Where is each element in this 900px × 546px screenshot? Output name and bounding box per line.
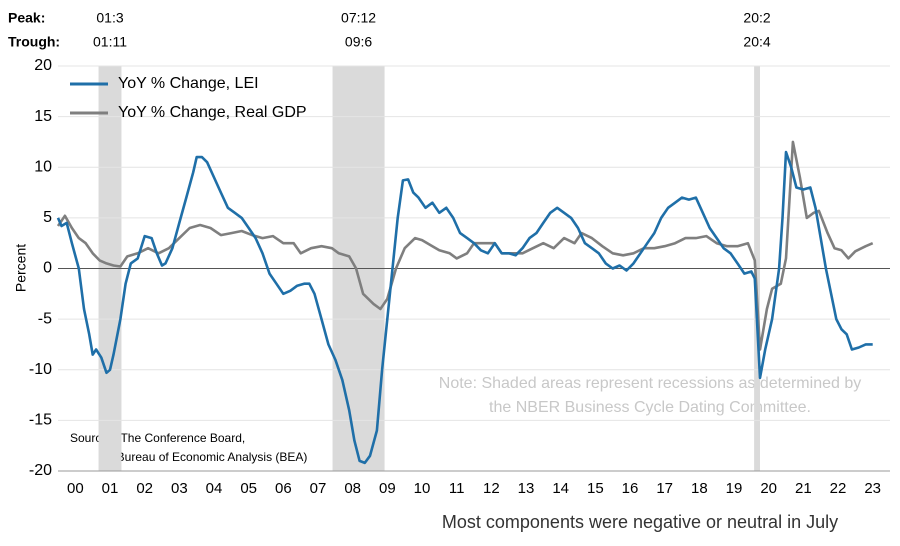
- peak-label: 20:2: [743, 10, 770, 26]
- y-axis-label: Percent: [13, 244, 29, 292]
- note: the NBER Business Cycle Dating Committee…: [489, 399, 811, 416]
- x-tick-label: 20: [760, 480, 777, 497]
- y-tick-label: 15: [34, 108, 52, 125]
- y-tick-label: -15: [29, 412, 52, 429]
- sources: Sources: The Conference Board,: [70, 431, 245, 445]
- x-tick-label: 08: [344, 480, 361, 497]
- note: Note: Shaded areas represent recessions …: [439, 375, 861, 392]
- trough-heading: Trough:: [8, 34, 60, 50]
- x-tick-label: 02: [136, 480, 153, 497]
- x-tick-label: 10: [414, 480, 431, 497]
- legend-label: YoY % Change, LEI: [118, 75, 259, 92]
- x-tick-label: 00: [67, 480, 84, 497]
- x-tick-label: 06: [275, 480, 292, 497]
- y-tick-label: -10: [29, 361, 52, 378]
- peak-heading: Peak:: [8, 10, 45, 26]
- y-tick-label: -20: [29, 462, 52, 479]
- x-tick-label: 17: [656, 480, 673, 497]
- x-tick-label: 16: [622, 480, 639, 497]
- trough-label: 01:11: [93, 34, 127, 50]
- x-tick-label: 22: [830, 480, 847, 497]
- series-line: [56, 140, 874, 351]
- x-tick-label: 14: [552, 480, 569, 497]
- sources: *Bureau of Economic Analysis (BEA): [112, 450, 307, 464]
- x-tick-label: 03: [171, 480, 188, 497]
- x-tick-label: 15: [587, 480, 604, 497]
- y-tick-label: 0: [43, 260, 52, 277]
- x-tick-label: 23: [864, 480, 881, 497]
- y-tick-label: 20: [34, 57, 52, 74]
- x-tick-label: 09: [379, 480, 396, 497]
- y-tick-label: 10: [34, 158, 52, 175]
- peak-label: 07:12: [341, 10, 376, 26]
- x-tick-label: 21: [795, 480, 812, 497]
- x-tick-label: 13: [518, 480, 535, 497]
- trough-label: 20:4: [743, 34, 770, 50]
- peak-label: 01:3: [96, 10, 123, 26]
- series-line: [56, 150, 873, 465]
- y-tick-label: 5: [43, 209, 52, 226]
- legend-label: YoY % Change, Real GDP: [118, 104, 307, 121]
- caption: Most components were negative or neutral…: [442, 512, 838, 532]
- x-tick-label: 05: [240, 480, 257, 497]
- x-tick-label: 11: [449, 480, 465, 497]
- x-tick-label: 04: [206, 480, 223, 497]
- x-tick-label: 07: [310, 480, 327, 497]
- x-tick-label: 12: [483, 480, 500, 497]
- trough-label: 09:6: [345, 34, 372, 50]
- y-tick-label: -5: [38, 310, 52, 327]
- x-tick-label: 19: [726, 480, 743, 497]
- x-tick-label: 01: [102, 480, 119, 497]
- x-tick-label: 18: [691, 480, 708, 497]
